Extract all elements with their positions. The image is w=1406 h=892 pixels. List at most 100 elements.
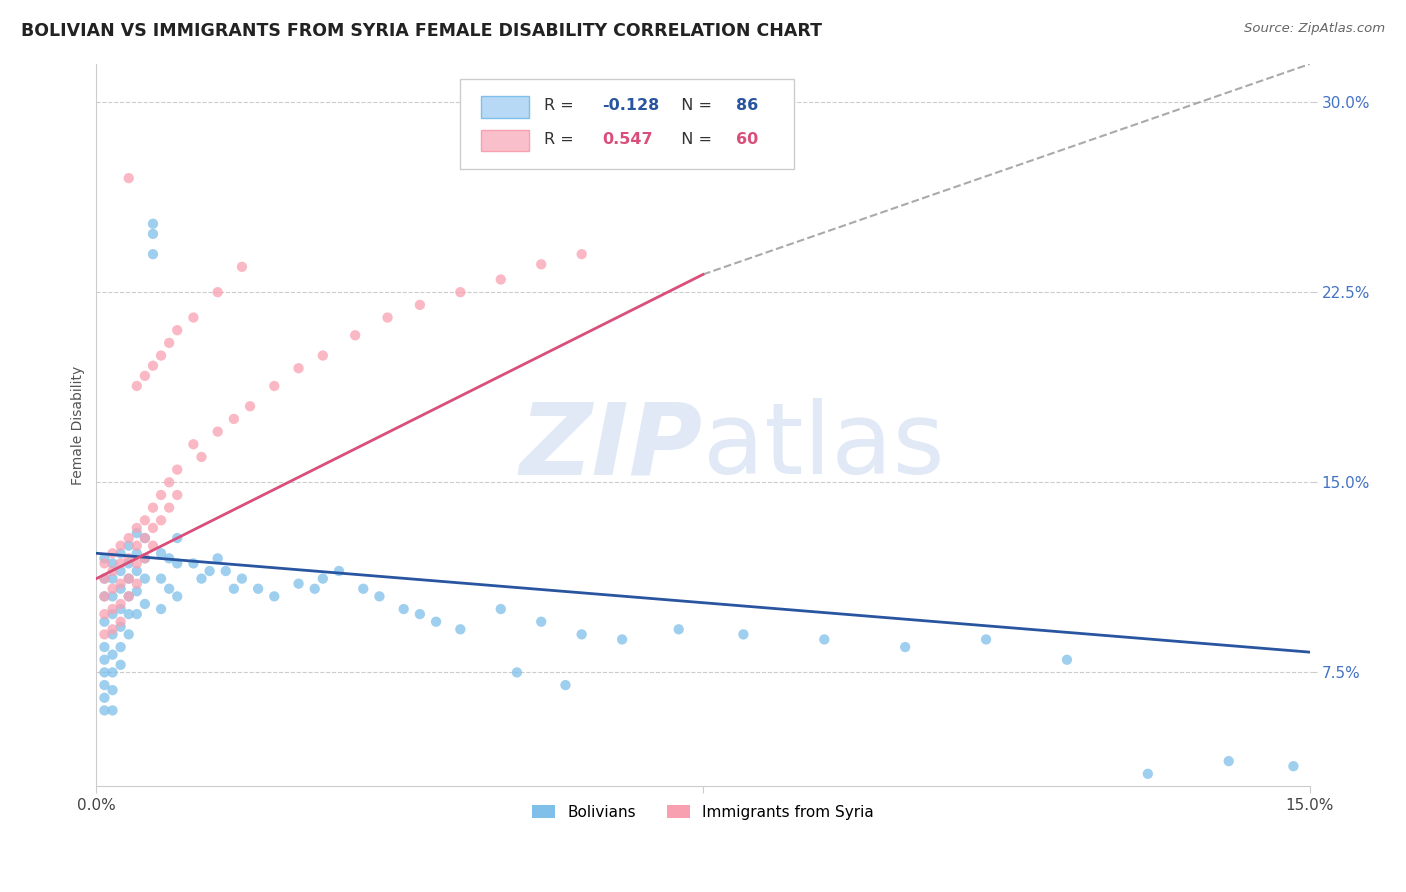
Point bbox=[125, 526, 148, 541]
Point bbox=[530, 615, 553, 629]
Point bbox=[101, 582, 124, 596]
Point bbox=[93, 703, 115, 717]
Point bbox=[101, 665, 124, 680]
Point bbox=[110, 602, 132, 616]
Point bbox=[118, 572, 141, 586]
Point bbox=[166, 323, 188, 337]
Point bbox=[506, 665, 529, 680]
Point bbox=[1218, 754, 1240, 768]
Point bbox=[183, 310, 205, 325]
Point bbox=[101, 607, 124, 621]
Point bbox=[110, 615, 132, 629]
Point bbox=[118, 590, 141, 604]
Point bbox=[150, 513, 173, 527]
Point bbox=[110, 620, 132, 634]
FancyBboxPatch shape bbox=[481, 130, 530, 152]
Point bbox=[110, 657, 132, 672]
Point bbox=[101, 683, 124, 698]
Point bbox=[93, 615, 115, 629]
Text: atlas: atlas bbox=[703, 399, 945, 495]
Point bbox=[449, 623, 471, 637]
Point bbox=[110, 640, 132, 654]
Point bbox=[150, 546, 173, 560]
Point bbox=[263, 379, 285, 393]
Point bbox=[157, 582, 180, 596]
Point bbox=[93, 572, 115, 586]
FancyBboxPatch shape bbox=[481, 95, 530, 118]
Point bbox=[134, 531, 156, 545]
Text: N =: N = bbox=[672, 98, 717, 113]
Point bbox=[222, 582, 245, 596]
Point bbox=[134, 531, 156, 545]
Point bbox=[571, 247, 593, 261]
Point bbox=[134, 368, 156, 383]
Point bbox=[101, 703, 124, 717]
Point bbox=[449, 285, 471, 300]
Point bbox=[1056, 653, 1078, 667]
Text: -0.128: -0.128 bbox=[602, 98, 659, 113]
Point bbox=[368, 590, 391, 604]
Point bbox=[190, 450, 212, 464]
Point bbox=[110, 597, 132, 611]
Text: BOLIVIAN VS IMMIGRANTS FROM SYRIA FEMALE DISABILITY CORRELATION CHART: BOLIVIAN VS IMMIGRANTS FROM SYRIA FEMALE… bbox=[21, 22, 823, 40]
Point bbox=[239, 399, 262, 413]
Point bbox=[93, 572, 115, 586]
Text: R =: R = bbox=[544, 132, 579, 147]
Text: 0.547: 0.547 bbox=[602, 132, 652, 147]
Point bbox=[101, 602, 124, 616]
Point bbox=[207, 551, 229, 566]
Point bbox=[101, 648, 124, 662]
Point bbox=[125, 576, 148, 591]
Point bbox=[142, 359, 165, 373]
Point bbox=[215, 564, 238, 578]
Point bbox=[610, 632, 633, 647]
Point bbox=[166, 462, 188, 476]
Point bbox=[118, 607, 141, 621]
Point bbox=[101, 627, 124, 641]
Point bbox=[134, 551, 156, 566]
Point bbox=[157, 551, 180, 566]
Point bbox=[312, 572, 335, 586]
Point bbox=[150, 602, 173, 616]
Point bbox=[312, 349, 335, 363]
Point bbox=[101, 572, 124, 586]
FancyBboxPatch shape bbox=[460, 78, 794, 169]
Point bbox=[134, 551, 156, 566]
Point bbox=[93, 690, 115, 705]
Point bbox=[231, 260, 253, 274]
Point bbox=[304, 582, 326, 596]
Point bbox=[93, 607, 115, 621]
Legend: Bolivians, Immigrants from Syria: Bolivians, Immigrants from Syria bbox=[526, 798, 880, 826]
Point bbox=[142, 217, 165, 231]
Point bbox=[489, 272, 512, 286]
Point bbox=[377, 310, 399, 325]
Point bbox=[190, 572, 212, 586]
Point bbox=[425, 615, 447, 629]
Point bbox=[118, 171, 141, 186]
Point bbox=[571, 627, 593, 641]
Point bbox=[110, 539, 132, 553]
Point bbox=[134, 597, 156, 611]
Point bbox=[93, 653, 115, 667]
Point bbox=[166, 557, 188, 571]
Text: Source: ZipAtlas.com: Source: ZipAtlas.com bbox=[1244, 22, 1385, 36]
Point bbox=[183, 557, 205, 571]
Point bbox=[134, 513, 156, 527]
Point bbox=[409, 298, 432, 312]
Point bbox=[125, 521, 148, 535]
Point bbox=[118, 539, 141, 553]
Point bbox=[150, 572, 173, 586]
Point bbox=[489, 602, 512, 616]
Point bbox=[118, 557, 141, 571]
Point bbox=[409, 607, 432, 621]
Point bbox=[183, 437, 205, 451]
Point bbox=[101, 564, 124, 578]
Point bbox=[222, 412, 245, 426]
Point bbox=[207, 285, 229, 300]
Point bbox=[198, 564, 221, 578]
Point bbox=[110, 576, 132, 591]
Point bbox=[125, 379, 148, 393]
Point bbox=[93, 665, 115, 680]
Point bbox=[93, 551, 115, 566]
Point bbox=[101, 623, 124, 637]
